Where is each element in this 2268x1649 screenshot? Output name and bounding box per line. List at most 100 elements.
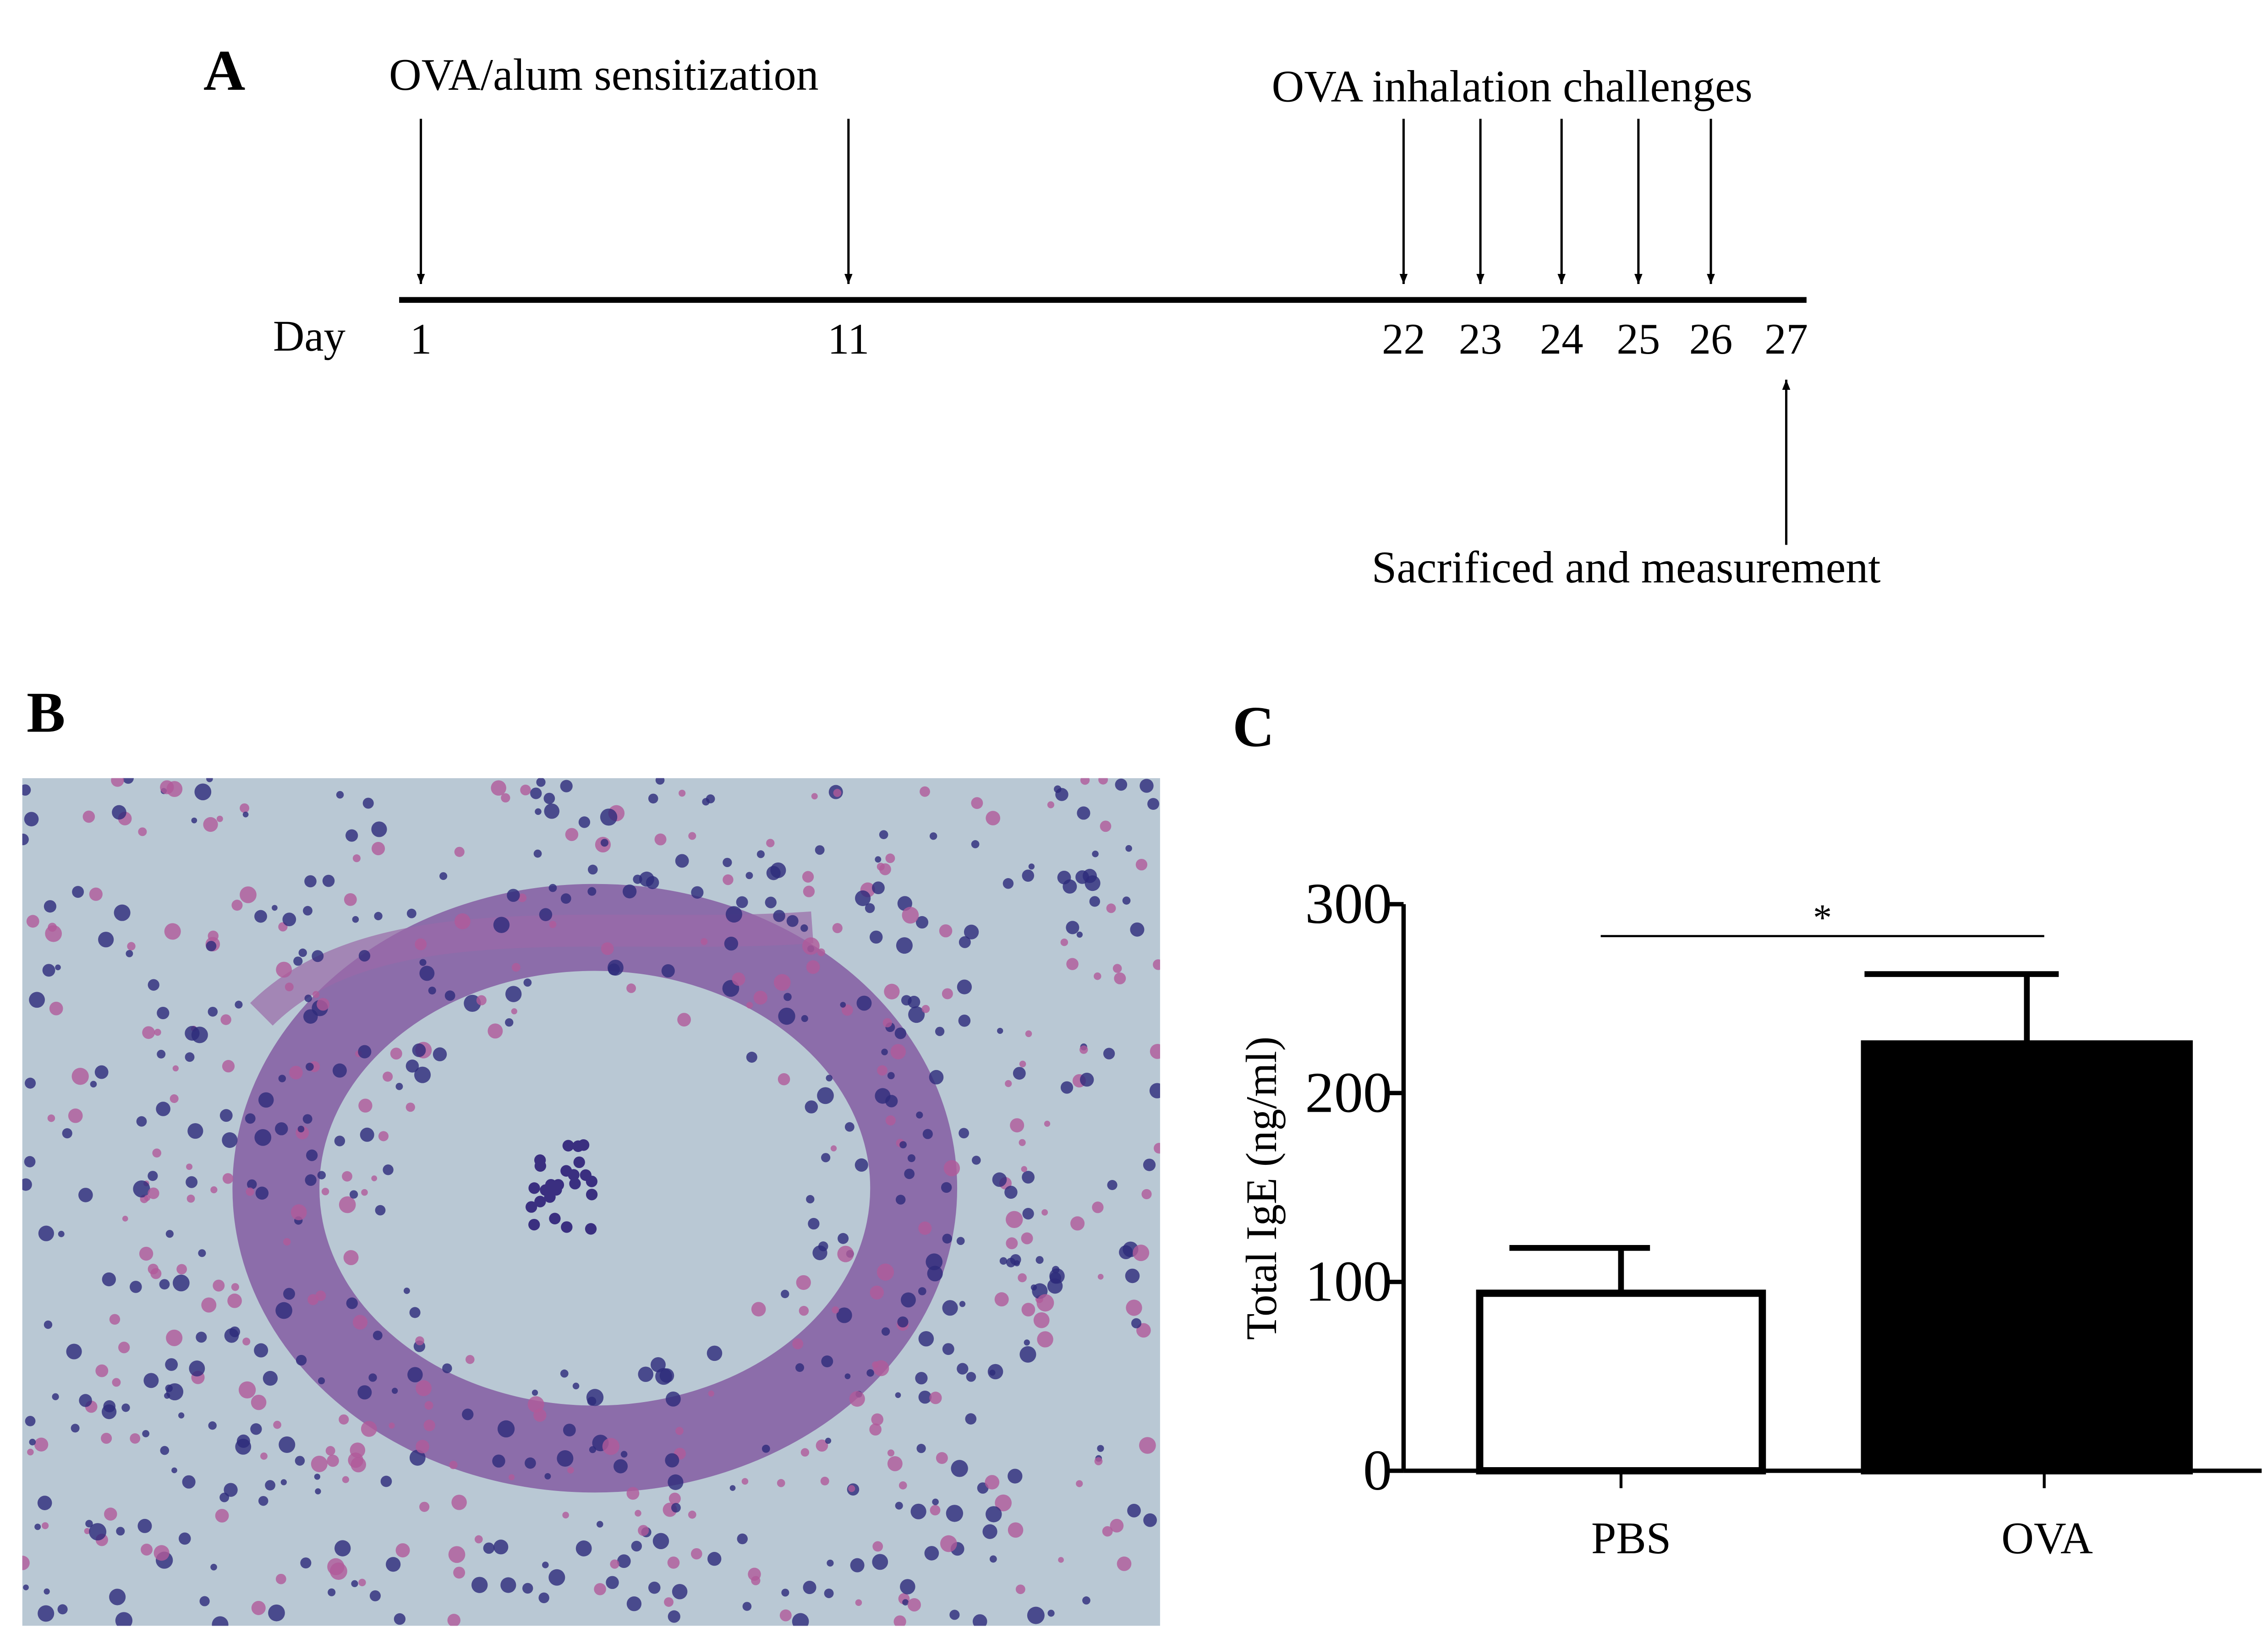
- cell: [949, 1610, 960, 1620]
- cell: [639, 871, 654, 887]
- cell: [631, 1540, 642, 1552]
- cell: [741, 1478, 749, 1485]
- cell: [841, 1004, 853, 1016]
- cell: [216, 815, 223, 822]
- cell: [708, 1390, 714, 1397]
- cell: [360, 1127, 374, 1142]
- cell: [915, 1372, 928, 1385]
- cell: [311, 1455, 328, 1473]
- cell: [143, 1373, 159, 1388]
- cell: [536, 778, 546, 787]
- cell: [850, 1558, 865, 1573]
- cell: [263, 1371, 278, 1386]
- cell: [557, 1450, 574, 1467]
- cell: [778, 1007, 795, 1025]
- cell: [1037, 1331, 1053, 1348]
- cell: [85, 1520, 93, 1528]
- cell: [986, 1506, 1002, 1523]
- cell: [84, 1528, 91, 1534]
- cell: [136, 1116, 147, 1127]
- cell: [386, 1557, 401, 1572]
- cell: [664, 1597, 674, 1607]
- cell: [380, 1475, 392, 1487]
- cell: [213, 1279, 225, 1292]
- cell: [160, 1446, 170, 1455]
- cell: [89, 887, 103, 901]
- cell: [334, 1540, 351, 1556]
- cell: [918, 1221, 932, 1235]
- cell: [761, 1444, 770, 1453]
- cell: [587, 1397, 597, 1406]
- y-tick-label: 200: [1305, 1060, 1392, 1125]
- cell: [44, 1588, 50, 1595]
- cell: [540, 1184, 552, 1196]
- cell: [561, 1221, 573, 1233]
- cell: [82, 810, 95, 823]
- cell: [296, 1354, 307, 1366]
- cell: [707, 1345, 723, 1361]
- cell: [648, 1581, 661, 1594]
- cell: [251, 1600, 266, 1615]
- cell: [186, 1194, 195, 1203]
- cell: [957, 1363, 969, 1375]
- cell: [339, 1196, 356, 1213]
- cell: [902, 1599, 909, 1606]
- cell: [1153, 959, 1160, 970]
- cell: [802, 937, 820, 955]
- cell: [534, 1160, 547, 1172]
- cell: [348, 1452, 363, 1468]
- cell: [111, 778, 124, 787]
- cell: [811, 793, 818, 800]
- cell: [1102, 1526, 1113, 1537]
- cell: [315, 1488, 321, 1495]
- cell: [130, 1281, 142, 1293]
- cell: [885, 1095, 898, 1108]
- cell: [737, 1533, 748, 1545]
- cell: [42, 964, 55, 977]
- cell: [231, 1283, 239, 1291]
- cell: [327, 1454, 339, 1467]
- cell: [783, 993, 792, 1001]
- cell: [1075, 870, 1089, 884]
- cell: [1060, 938, 1068, 946]
- cell: [419, 959, 427, 966]
- cell: [312, 950, 324, 962]
- cell: [371, 821, 387, 837]
- cell: [1035, 1256, 1044, 1264]
- cell: [345, 829, 358, 842]
- cell: [951, 1460, 968, 1477]
- bar: [1861, 1040, 2193, 1474]
- cell: [568, 1169, 580, 1181]
- cell: [212, 1616, 229, 1626]
- cell: [488, 1023, 503, 1039]
- cell: [745, 872, 753, 879]
- cell: [358, 1578, 366, 1587]
- cell: [1052, 1266, 1060, 1274]
- cell: [1119, 1245, 1133, 1260]
- cell: [122, 778, 134, 784]
- cell: [600, 808, 618, 826]
- cell: [1019, 1346, 1036, 1363]
- cell: [144, 1195, 150, 1201]
- cell: [894, 1027, 907, 1039]
- cell: [1006, 1237, 1018, 1250]
- cell: [245, 1113, 256, 1124]
- cell: [856, 995, 872, 1011]
- cell: [690, 1548, 702, 1560]
- cell: [71, 1068, 89, 1085]
- cell: [142, 1026, 155, 1039]
- cell: [405, 1059, 419, 1073]
- cell: [492, 1454, 505, 1468]
- cell: [170, 1094, 179, 1103]
- cell: [1021, 1232, 1033, 1245]
- cell: [901, 1292, 916, 1308]
- cell: [1076, 1480, 1083, 1487]
- cell: [317, 1171, 326, 1179]
- cell: [688, 1510, 696, 1519]
- cell: [893, 1615, 906, 1626]
- cell: [283, 1238, 291, 1246]
- cell: [1024, 1339, 1030, 1346]
- cell: [141, 1544, 153, 1556]
- cell: [907, 1154, 915, 1163]
